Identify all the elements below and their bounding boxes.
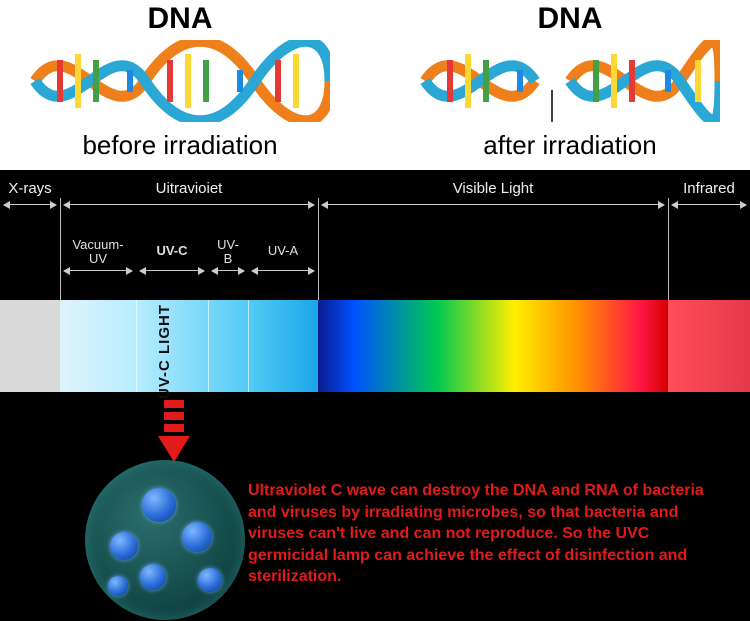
subband-label-uvb: UV- B: [208, 238, 248, 267]
dna-helix-after-icon: [410, 36, 730, 126]
region-label-visible: Visible Light: [318, 180, 668, 197]
subband-label-uvc: UV-C: [136, 244, 208, 258]
dna-helix-before-icon: [20, 36, 340, 126]
uvc-arrow-down-icon: [158, 396, 190, 462]
region-label-uv: Uitravioiet: [60, 180, 318, 197]
virus-icon: [140, 564, 166, 590]
dna-before-block: DNA before irradiation: [20, 0, 340, 161]
virus-icon: [198, 568, 222, 592]
virus-icon: [142, 488, 176, 522]
dna-after-title: DNA: [410, 2, 730, 36]
uvdiv-uvc-uvb: [208, 300, 209, 392]
dna-before-title: DNA: [20, 2, 340, 36]
region-label-xrays: X-rays: [0, 180, 60, 197]
range-arrow-uva: [252, 270, 314, 271]
range-arrow-uv: [64, 204, 314, 205]
range-arrow-uvc: [140, 270, 204, 271]
dna-before-caption: before irradiation: [20, 130, 340, 161]
range-arrow-vacuum: [64, 270, 132, 271]
microbe-circle-icon: [85, 460, 245, 620]
virus-icon: [182, 522, 212, 552]
boundary-uv-vis: [318, 198, 319, 300]
uvdiv-vacuum-uvc: [136, 300, 137, 392]
region-label-infrared: Infrared: [668, 180, 750, 197]
seg-uv: [60, 300, 318, 392]
dna-after-caption: after irradiation: [410, 130, 730, 161]
spectrum-bar: [0, 300, 750, 392]
explanation-text: Ultraviolet C wave can destroy the DNA a…: [248, 480, 718, 588]
seg-infrared: [668, 300, 750, 392]
spectrum-panel: X-rays Uitravioiet Visible Light Infrare…: [0, 170, 750, 621]
range-arrow-visible: [322, 204, 664, 205]
range-arrow-uvb: [212, 270, 244, 271]
range-arrow-ir: [672, 204, 746, 205]
subband-label-vacuum: Vacuum- UV: [60, 238, 136, 267]
dna-comparison-panel: DNA before irradiation: [0, 0, 750, 170]
range-arrow-xrays: [4, 204, 56, 205]
uvc-vertical-label: UV-C LIGHT: [156, 304, 173, 399]
subband-label-uva: UV-A: [248, 244, 318, 258]
seg-xrays: [0, 300, 60, 392]
dna-after-block: DNA: [410, 0, 730, 161]
virus-icon: [110, 532, 138, 560]
virus-icon: [108, 576, 128, 596]
uvdiv-uvb-uva: [248, 300, 249, 392]
seg-visible: [318, 300, 668, 392]
